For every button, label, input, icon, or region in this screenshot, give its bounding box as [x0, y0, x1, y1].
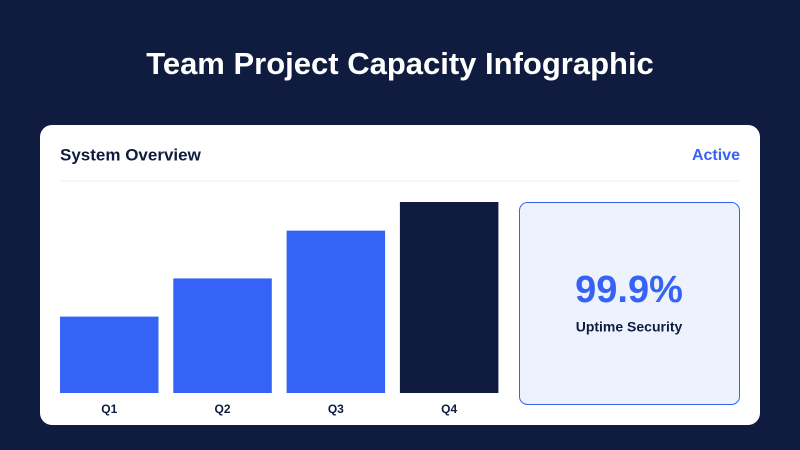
- page-title: Team Project Capacity Infographic: [146, 46, 654, 81]
- bar: [173, 278, 272, 393]
- x-tick-label: Q1: [101, 402, 117, 416]
- x-tick-label: Q4: [441, 402, 457, 416]
- card-title: System Overview: [60, 145, 202, 164]
- status: Active: [692, 147, 740, 164]
- bar: [286, 230, 386, 393]
- bar: [60, 316, 159, 393]
- stat-caption: Uptime Security: [576, 319, 683, 335]
- x-tick-label: Q3: [328, 402, 344, 416]
- stat-box: [519, 202, 740, 405]
- bar: [399, 202, 499, 393]
- stat-value: 99.9%: [575, 269, 683, 311]
- x-tick-label: Q2: [215, 402, 231, 416]
